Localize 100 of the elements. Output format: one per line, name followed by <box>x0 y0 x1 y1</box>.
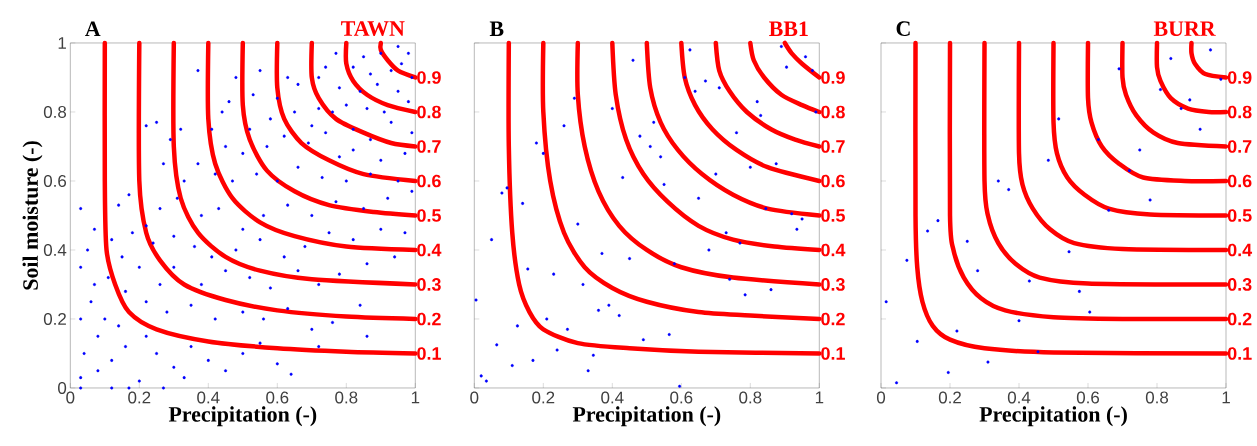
y-tick-label: 0.6 <box>43 174 67 187</box>
series-label: 0.8 <box>821 105 845 119</box>
x-tick-label: 0.4 <box>1007 391 1031 404</box>
series-label: 0.8 <box>1227 105 1252 119</box>
point <box>1148 198 1152 202</box>
chart-subtitle: BURR <box>1153 21 1216 37</box>
series-label: 0.2 <box>821 312 845 326</box>
y-axis-title: Soil moisture (-) <box>22 141 43 290</box>
point <box>1027 279 1031 283</box>
x-tick-label: 0.6 <box>670 391 693 404</box>
point <box>955 329 959 333</box>
line-series <box>378 40 418 80</box>
series-label: 0.6 <box>417 174 441 188</box>
series-label: 0.3 <box>417 278 441 291</box>
point <box>936 219 940 223</box>
point <box>1046 158 1050 162</box>
line-series <box>136 40 418 322</box>
line-series <box>309 40 418 149</box>
point <box>1179 107 1183 111</box>
point <box>1017 319 1021 323</box>
point <box>1067 250 1071 254</box>
point <box>1057 117 1061 121</box>
x-axis-title: Precipitation (-) <box>572 406 721 427</box>
x-tick-label: 0.8 <box>335 391 358 404</box>
x-tick-label: 0.2 <box>532 391 555 404</box>
point <box>1127 169 1131 173</box>
chart-title: C <box>896 21 910 37</box>
series-label: 0.9 <box>1227 71 1252 84</box>
point <box>1107 208 1111 212</box>
point <box>1117 67 1121 71</box>
series-label: 0.7 <box>821 140 845 153</box>
x-axis-title: Precipitation (-) <box>979 406 1127 427</box>
series-label: 0.7 <box>1227 140 1252 153</box>
series-label: 0.6 <box>821 174 845 188</box>
point <box>895 381 899 385</box>
chart-title: B <box>489 21 504 37</box>
point <box>1088 310 1092 314</box>
point <box>1007 188 1011 192</box>
x-tick-label: 1 <box>815 391 824 404</box>
y-tick-label: 0.8 <box>43 105 67 118</box>
chart-subtitle: BB1 <box>769 21 808 37</box>
point <box>1036 350 1040 354</box>
point <box>986 360 990 364</box>
x-tick-label: 0.4 <box>197 391 220 404</box>
x-tick-label: 1 <box>1222 391 1230 404</box>
x-tick-label: 0.6 <box>266 391 289 404</box>
series-label: 0.5 <box>821 209 845 222</box>
point <box>946 370 950 374</box>
point <box>1188 98 1192 102</box>
series-label: 0.4 <box>821 243 846 257</box>
point <box>965 239 969 243</box>
x-tick-label: 0.6 <box>1076 391 1100 404</box>
series-label: 0.9 <box>821 71 845 84</box>
series-label: 0.1 <box>1227 347 1252 360</box>
series-label: 0.8 <box>417 105 441 119</box>
line-series <box>171 40 418 287</box>
series-label: 0.4 <box>1227 243 1253 257</box>
series-label: 0.3 <box>821 278 845 291</box>
point <box>915 339 919 343</box>
point <box>884 300 888 304</box>
series-label: 0.3 <box>1227 278 1252 291</box>
series-label: 0.7 <box>417 140 441 153</box>
series-label: 0.5 <box>1227 209 1252 222</box>
x-tick-label: 0 <box>470 391 479 404</box>
x-tick-label: 0 <box>876 391 886 404</box>
x-tick-label: 0.2 <box>128 391 151 404</box>
series-label: 0.6 <box>1227 174 1252 188</box>
x-tick-label: 1 <box>411 391 420 404</box>
series-label: 0.4 <box>417 243 442 257</box>
series-label: 0.2 <box>417 312 441 326</box>
point <box>1198 127 1202 131</box>
x-tick-label: 0.4 <box>601 391 624 404</box>
x-tick-label: 0.2 <box>938 391 961 404</box>
x-tick-label: 0 <box>66 391 75 404</box>
point <box>976 269 980 273</box>
point <box>1169 57 1173 61</box>
line-series <box>240 40 418 218</box>
point <box>1208 48 1212 52</box>
line-series <box>205 40 418 253</box>
y-tick-label: 0 <box>58 381 67 394</box>
series-label: 0.9 <box>417 71 441 84</box>
series-label: 0.1 <box>417 347 441 360</box>
point <box>1158 88 1162 92</box>
y-tick-label: 0.4 <box>43 243 67 256</box>
series-label: 0.2 <box>1227 312 1252 326</box>
x-axis-title: Precipitation (-) <box>168 406 317 427</box>
point <box>1138 148 1142 152</box>
chart-subtitle: TAWN <box>341 21 405 37</box>
line-series <box>102 40 418 356</box>
point <box>1219 77 1223 81</box>
chart-title: A <box>85 21 101 37</box>
x-tick-label: 0.8 <box>739 391 762 404</box>
series-label: 0.1 <box>821 347 845 360</box>
series-label: 0.5 <box>417 209 441 222</box>
y-tick-label: 0.2 <box>43 312 66 325</box>
y-tick-label: 1 <box>58 37 66 49</box>
point <box>1077 289 1081 293</box>
point <box>996 179 1000 183</box>
point <box>905 258 909 262</box>
line-series <box>343 40 418 115</box>
